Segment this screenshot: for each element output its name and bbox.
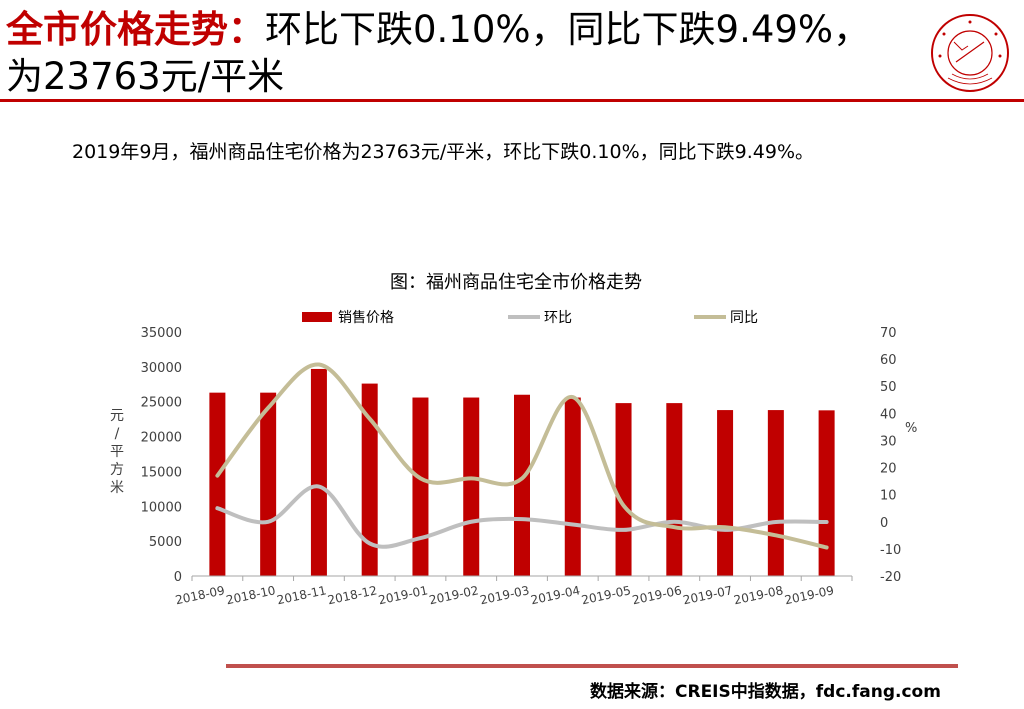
x-tick-label: 2019-04 [529, 583, 581, 607]
series-line-yoy [215, 362, 829, 550]
y-tick-label: 30000 [141, 361, 182, 376]
bar [818, 410, 835, 576]
y2-axis-label: % [905, 421, 917, 436]
bar [615, 403, 632, 576]
chart-title: 图：福州商品住宅全市价格走势 [390, 272, 642, 293]
x-tick-label: 2019-02 [428, 583, 480, 607]
y2-tick-label: 20 [880, 462, 897, 477]
title-rest: 环比下跌0.10%，同比下跌9.49%，为23763元/平米 [6, 8, 871, 98]
legend-label-0: 销售价格 [338, 310, 394, 326]
y-axis-label-char: 元 [110, 408, 124, 424]
bar [514, 394, 530, 576]
bar [463, 397, 480, 576]
bar [260, 392, 277, 576]
legend-label-1: 环比 [544, 310, 572, 326]
y-tick-label: 10000 [141, 500, 182, 515]
y2-tick-label: 0 [880, 516, 888, 531]
x-tick-label: 2019-06 [631, 583, 683, 607]
bar [412, 397, 429, 576]
y2-tick-label: 40 [880, 407, 897, 422]
x-tick-label: 2019-09 [783, 583, 835, 607]
x-tick-label: 2019-05 [580, 583, 632, 607]
y-tick-label: 5000 [149, 535, 182, 550]
bar [717, 410, 734, 576]
y-tick-label: 15000 [141, 465, 182, 480]
bar [666, 403, 683, 576]
y-tick-label: 0 [174, 570, 182, 585]
bar [209, 392, 226, 576]
series-line-mom [215, 484, 829, 549]
footer-divider [226, 664, 958, 668]
china-index-academy-logo [931, 14, 1009, 92]
bar [564, 397, 581, 576]
legend-label-2: 同比 [730, 310, 758, 326]
y2-tick-label: -10 [880, 543, 901, 558]
x-tick-label: 2019-03 [479, 583, 531, 607]
y2-tick-label: 50 [880, 380, 897, 395]
y-axis-label-char: / [115, 426, 120, 442]
y-tick-label: 35000 [141, 326, 182, 341]
summary-text: 2019年9月，福州商品住宅价格为23763元/平米，环比下跌0.10%，同比下… [72, 141, 815, 163]
bar [361, 383, 378, 576]
x-tick-label: 2018-12 [326, 583, 378, 607]
bar [310, 368, 327, 576]
x-tick-label: 2019-01 [377, 583, 429, 607]
x-tick-label: 2018-11 [276, 583, 328, 607]
x-tick-label: 2018-09 [174, 583, 226, 607]
y2-tick-label: 10 [880, 489, 897, 504]
y2-tick-label: -20 [880, 570, 901, 585]
y2-tick-label: 70 [880, 326, 897, 341]
y-tick-label: 20000 [141, 431, 182, 446]
y-axis-label-char: 方 [110, 462, 124, 478]
bar [767, 410, 784, 576]
title-divider [0, 99, 1024, 102]
y-axis-label-char: 平 [110, 444, 124, 460]
x-tick-label: 2019-07 [682, 583, 734, 607]
x-tick-label: 2019-08 [733, 583, 785, 607]
y-axis-label-char: 米 [110, 480, 124, 496]
title-highlight: 全市价格走势： [6, 8, 265, 51]
x-tick-label: 2018-10 [225, 583, 277, 607]
page-title: 全市价格走势：环比下跌0.10%，同比下跌9.49%，为23763元/平米 [6, 6, 906, 100]
y-tick-label: 25000 [141, 396, 182, 411]
y2-tick-label: 60 [880, 353, 897, 368]
data-source: 数据来源：CREIS中指数据，fdc.fang.com [590, 682, 941, 702]
legend-swatch-0 [302, 312, 332, 322]
y2-tick-label: 30 [880, 434, 897, 449]
